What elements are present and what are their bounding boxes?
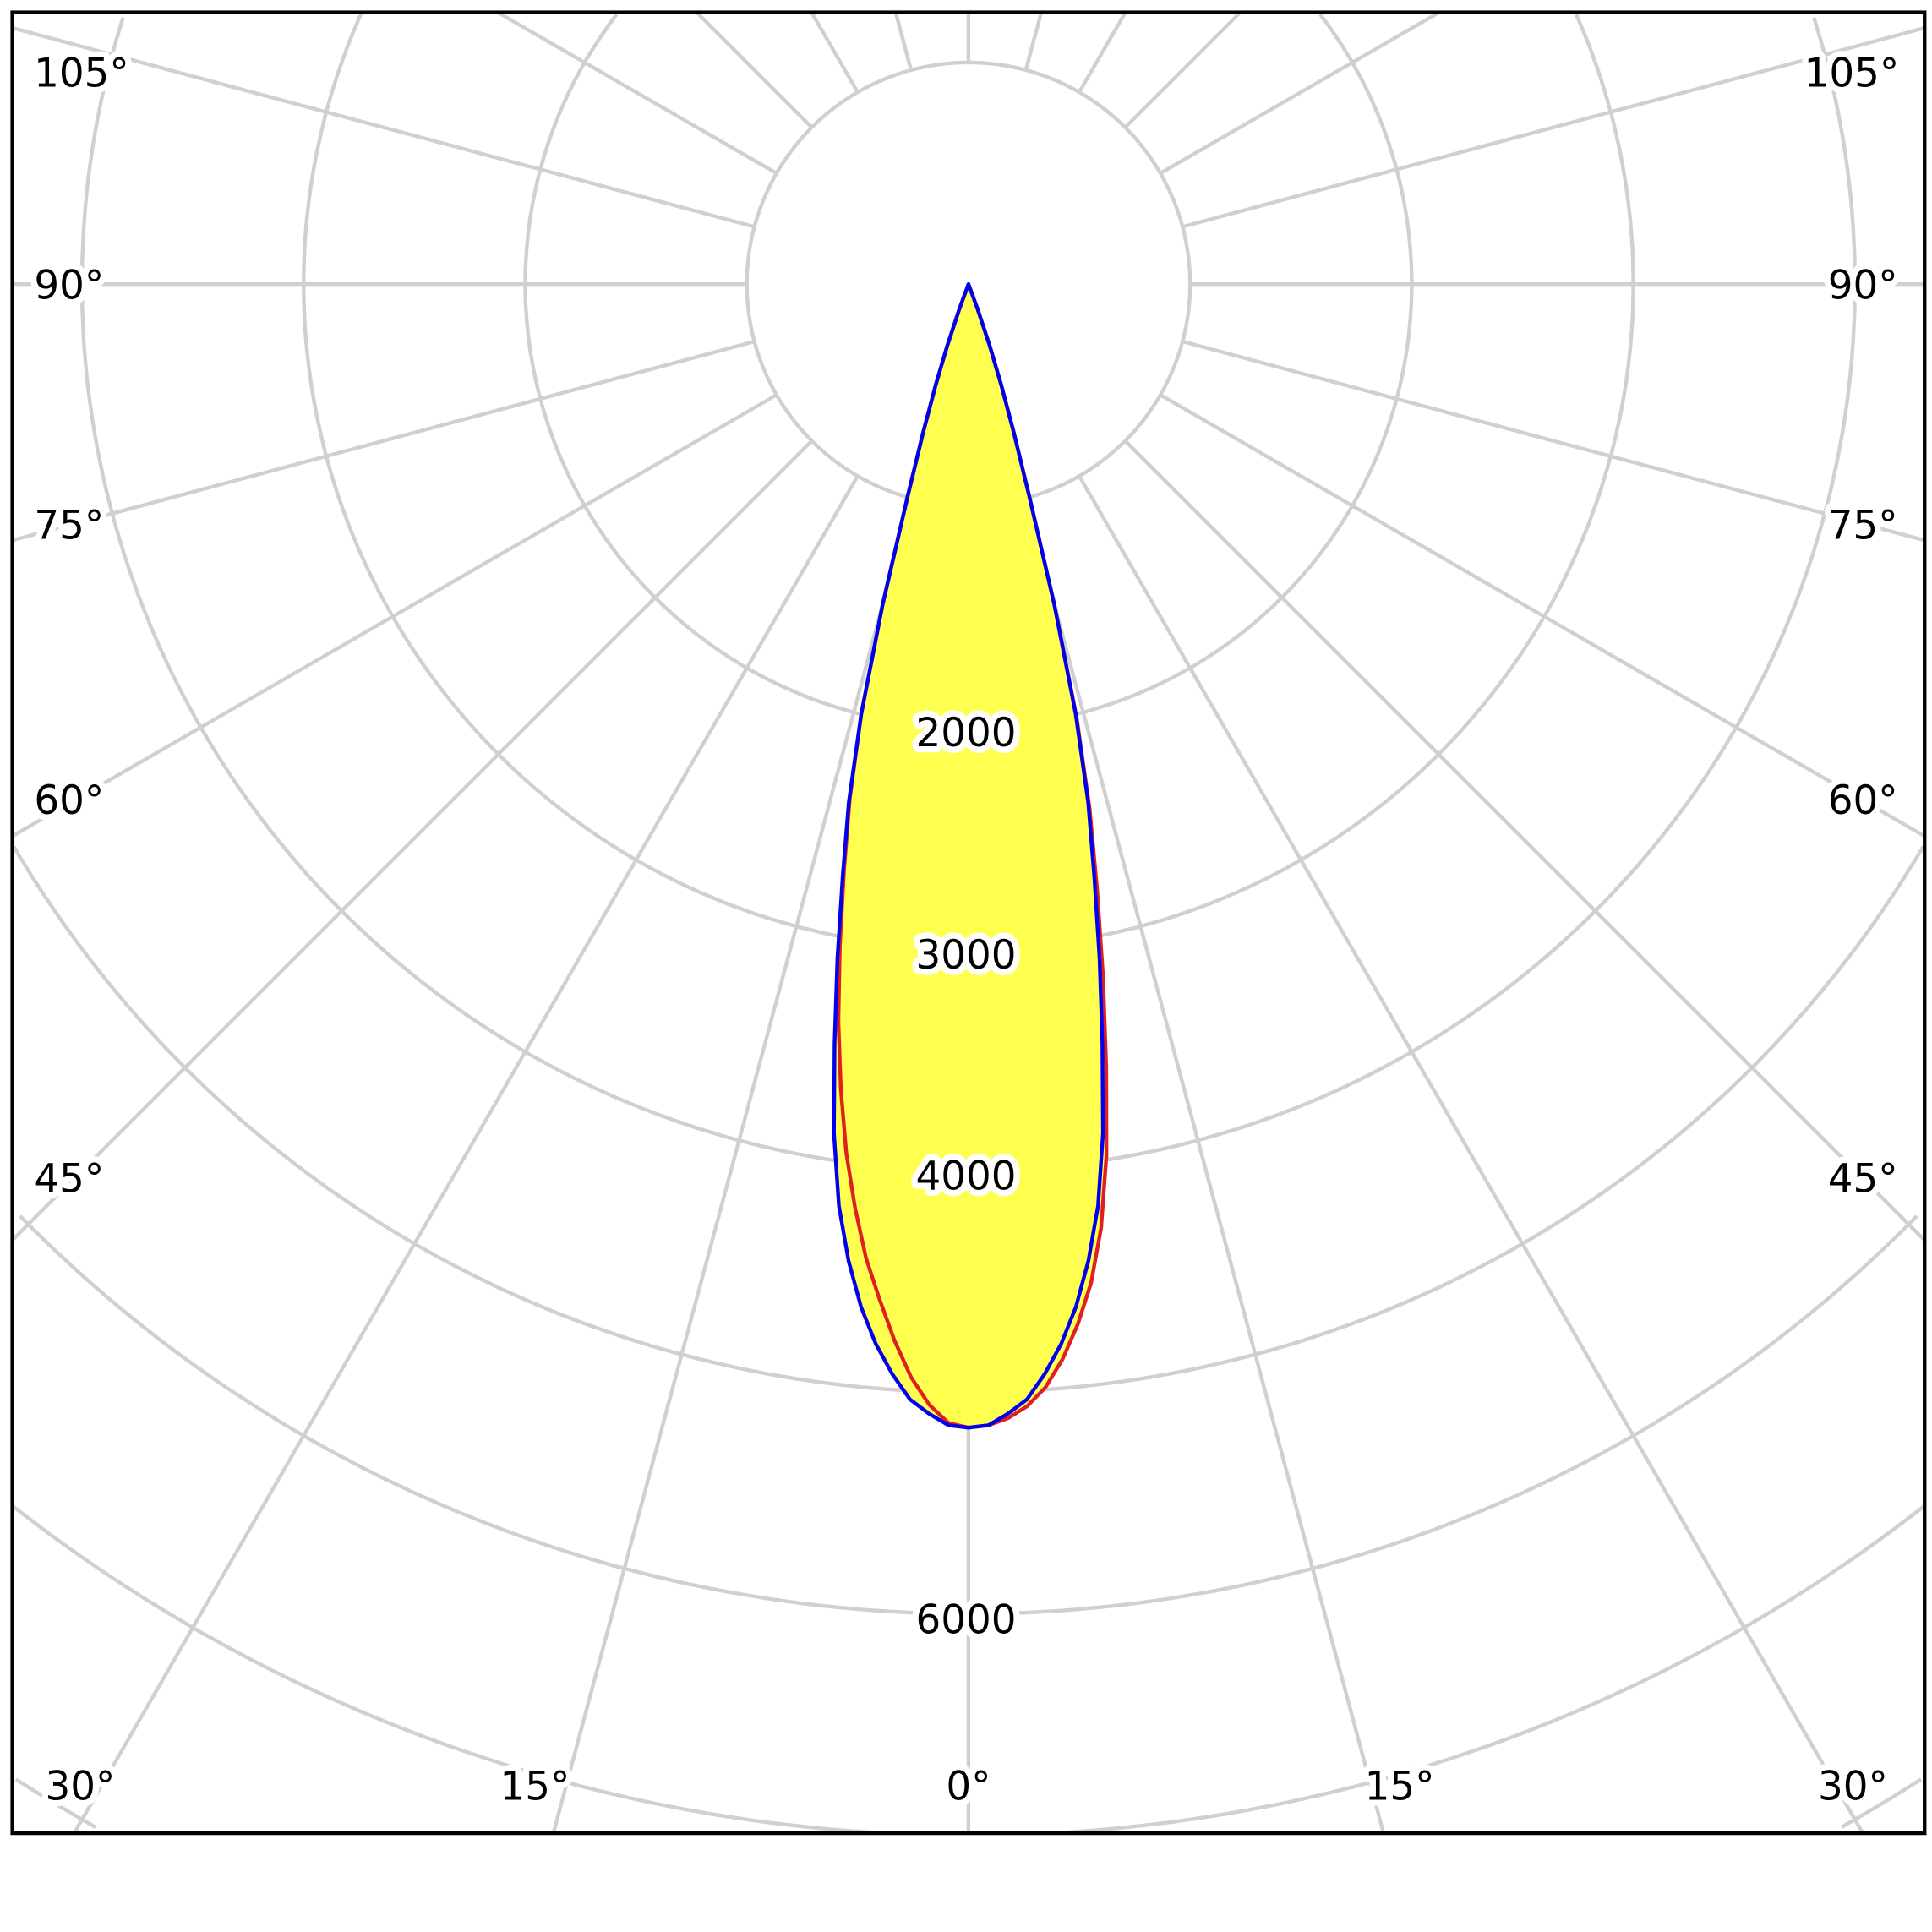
ring-2000 bbox=[523, 13, 1414, 729]
angle-label-left-90: 90° bbox=[34, 264, 104, 309]
angle-label-right-105: 105° bbox=[1804, 51, 1900, 96]
spoke-60-right bbox=[1159, 393, 1926, 838]
ring-3000 bbox=[302, 13, 1635, 952]
angle-spokes bbox=[11, 10, 1926, 1835]
ring-label-2000: 2000 bbox=[915, 711, 1016, 756]
spoke-45-left bbox=[11, 439, 814, 1242]
angle-label-right-45: 45° bbox=[1828, 1156, 1898, 1202]
spoke-105-left bbox=[12, 25, 756, 229]
spoke-30-left bbox=[72, 475, 860, 1835]
spoke-105-right bbox=[1182, 25, 1925, 229]
angle-label-right-90: 90° bbox=[1828, 264, 1898, 309]
angle-label-right-60: 60° bbox=[1828, 778, 1898, 824]
ring-label-6000: 6000 bbox=[915, 1597, 1016, 1643]
spoke-150-left bbox=[810, 11, 860, 94]
angle-label-right-75: 75° bbox=[1828, 503, 1898, 548]
angle-label-left-45: 45° bbox=[34, 1156, 104, 1202]
spoke-45-right bbox=[1123, 439, 1926, 1242]
spoke-75-left bbox=[12, 339, 756, 543]
spoke-60-left bbox=[11, 393, 778, 838]
radial-rings bbox=[12, 13, 1925, 1835]
angle-label-bottom-30-left: 30° bbox=[46, 1765, 116, 1810]
spoke-165-right bbox=[1023, 12, 1044, 71]
ring-4000 bbox=[79, 17, 1857, 1173]
plot-frame bbox=[10, 10, 1927, 1836]
curve-fill-1 bbox=[833, 284, 1104, 1428]
curve-line-1 bbox=[832, 281, 1105, 1430]
spoke-15-left bbox=[551, 497, 914, 1834]
angle-label-bottom-15-left: 15° bbox=[499, 1765, 570, 1810]
angle-label-left-105: 105° bbox=[34, 51, 129, 96]
spoke-120-left bbox=[496, 10, 778, 175]
ring-6000 bbox=[19, 1214, 1918, 1616]
angle-label-bottom-30-right: 30° bbox=[1818, 1765, 1888, 1810]
angle-tick-labels: 30° 15° 0° 15° 30° 105° 90° 75° 60° 45° … bbox=[28, 45, 1906, 1816]
angle-label-bottom-15-right: 15° bbox=[1365, 1765, 1435, 1810]
spoke-75-right bbox=[1182, 339, 1925, 543]
spoke-135-left bbox=[695, 11, 814, 129]
angle-label-left-75: 75° bbox=[34, 503, 104, 548]
ring-label-3000: 3000 bbox=[915, 933, 1016, 979]
spoke-150-right bbox=[1078, 11, 1127, 94]
spoke-30-right bbox=[1078, 475, 1865, 1835]
angle-label-left-60: 60° bbox=[34, 778, 104, 824]
radial-tick-labels: 2000 3000 4000 6000 bbox=[909, 705, 1023, 1650]
spoke-135-right bbox=[1123, 11, 1242, 129]
spoke-15-right bbox=[1023, 497, 1386, 1834]
intensity-curves bbox=[832, 281, 1109, 1430]
ring-5000 bbox=[12, 845, 1925, 1394]
ring-7000 bbox=[12, 1504, 1925, 1835]
spoke-165-left bbox=[893, 12, 914, 71]
spoke-120-right bbox=[1159, 10, 1440, 175]
angle-label-bottom-0: 0° bbox=[946, 1765, 991, 1810]
ring-label-4000: 4000 bbox=[915, 1154, 1016, 1200]
